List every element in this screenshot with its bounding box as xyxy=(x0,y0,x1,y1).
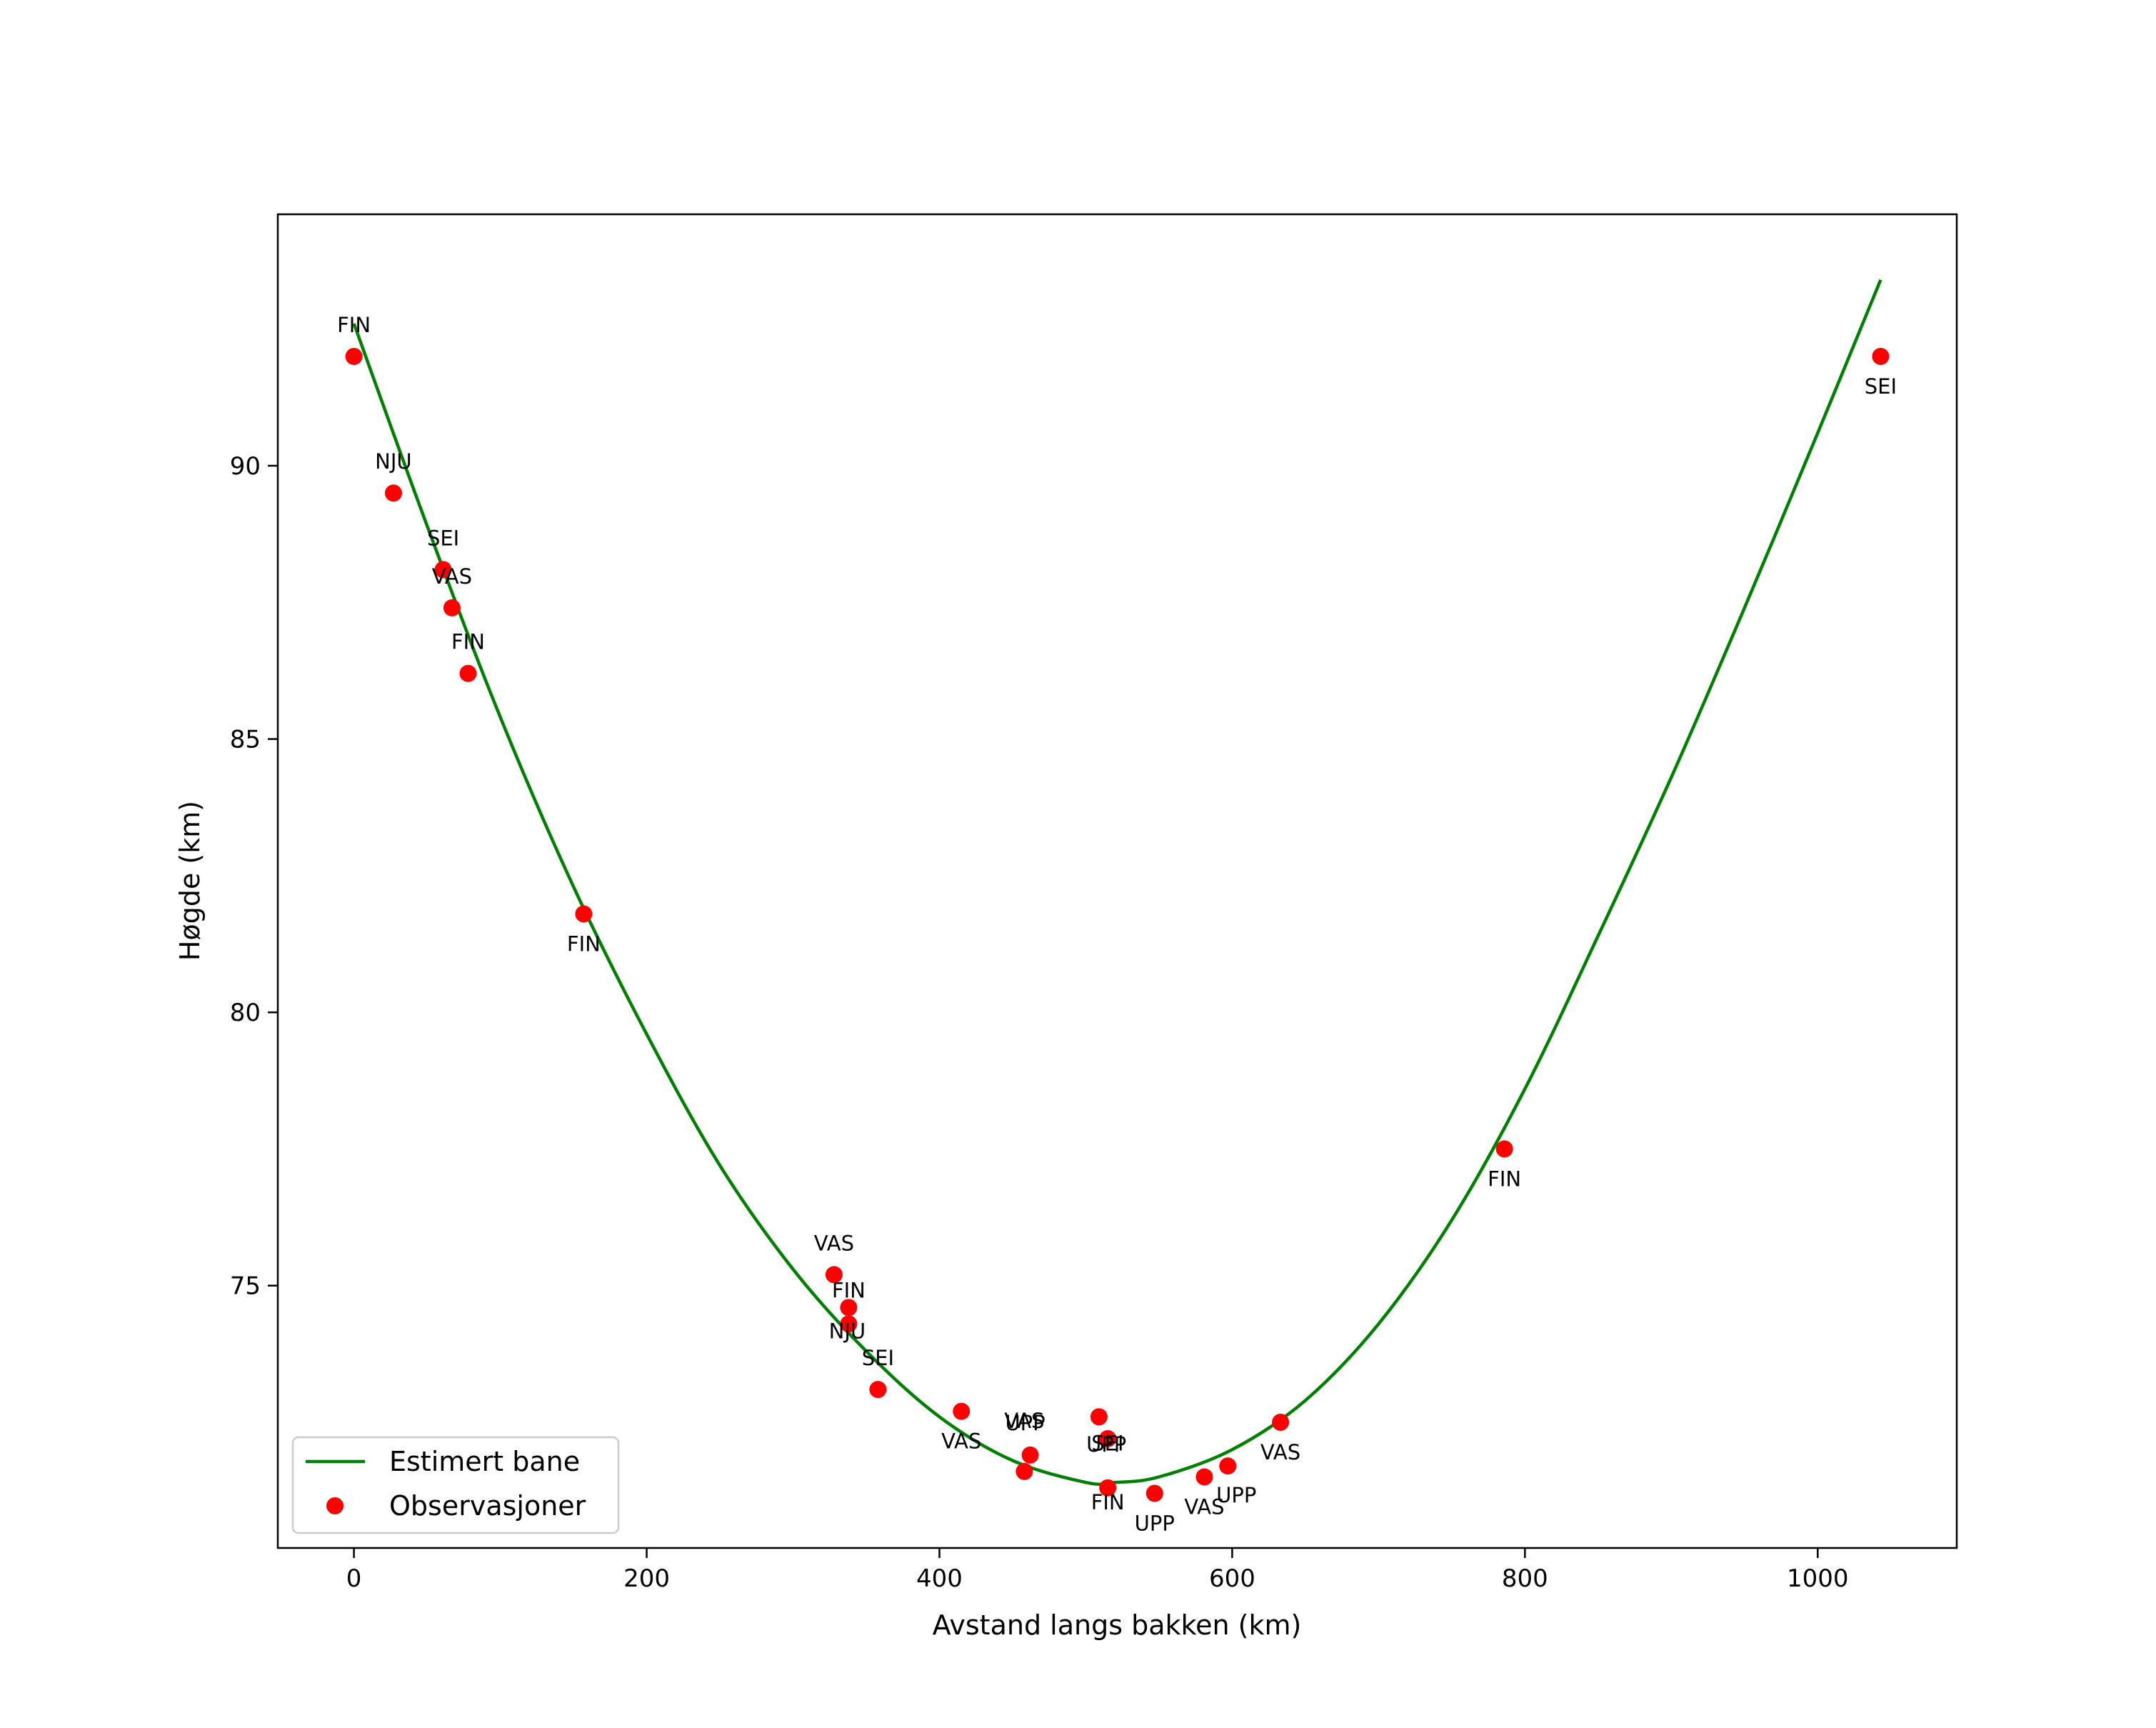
observation-point xyxy=(825,1266,843,1284)
legend-box xyxy=(291,1436,620,1534)
plot-frame xyxy=(276,213,1958,1549)
x-tick-label: 1000 xyxy=(1787,1564,1849,1593)
legend-marker-swatch xyxy=(326,1497,344,1514)
x-tick-label: 200 xyxy=(623,1564,670,1593)
observation-point xyxy=(345,347,363,365)
y-axis-label: Høgde (km) xyxy=(174,801,206,961)
y-tick-label: 80 xyxy=(230,999,261,1027)
y-tick-label: 90 xyxy=(230,452,261,481)
x-tick-label: 0 xyxy=(346,1564,362,1593)
observation-point xyxy=(1016,1462,1033,1480)
observation-point xyxy=(840,1299,858,1317)
x-tick-label: 800 xyxy=(1502,1564,1548,1593)
observation-point xyxy=(1090,1408,1108,1426)
observation-point xyxy=(1021,1446,1039,1464)
observation-point xyxy=(953,1402,971,1420)
observation-point xyxy=(1195,1468,1213,1486)
observation-label: FIN xyxy=(1091,1490,1125,1514)
line-layer xyxy=(352,279,1882,1487)
observation-point xyxy=(1099,1479,1117,1497)
observation-point xyxy=(869,1381,887,1399)
trajectory-line xyxy=(352,279,1882,1487)
observation-point xyxy=(1219,1457,1237,1475)
observation-label: SEI xyxy=(1091,1431,1123,1455)
observation-label: UPP xyxy=(1005,1411,1045,1435)
observation-label: VAS xyxy=(1004,1409,1044,1433)
y-tick-label: 85 xyxy=(230,726,261,754)
observation-point xyxy=(575,905,593,923)
point-layer xyxy=(345,347,1890,1502)
observation-point xyxy=(1495,1140,1513,1158)
observation-point xyxy=(459,664,477,682)
observation-label: UPP xyxy=(1135,1511,1175,1535)
observation-label: UPP xyxy=(1086,1432,1126,1457)
y-tick-label: 75 xyxy=(230,1272,261,1301)
observation-point xyxy=(1099,1429,1117,1447)
observation-label: FIN xyxy=(832,1278,866,1302)
observation-point xyxy=(840,1315,858,1333)
x-axis: 0 200 400 600 800 1000 xyxy=(346,1548,1849,1593)
observation-label: SEI xyxy=(427,526,459,550)
observation-point xyxy=(1272,1414,1290,1432)
x-tick-label: 600 xyxy=(1209,1564,1255,1593)
observation-label: FIN xyxy=(567,932,601,956)
observation-label: UPP xyxy=(1216,1483,1256,1507)
observation-label: NJU xyxy=(375,449,411,474)
legend-label-line: Estimert bane xyxy=(389,1446,580,1477)
observation-point xyxy=(434,561,452,579)
legend-label-points: Observasjoner xyxy=(389,1490,586,1522)
observation-label: FIN xyxy=(451,630,485,654)
observation-label: VAS xyxy=(814,1231,854,1255)
observation-label: VAS xyxy=(1184,1495,1224,1519)
observation-label: VAS xyxy=(432,564,472,589)
observation-label: VAS xyxy=(1260,1440,1300,1464)
observation-label: VAS xyxy=(941,1429,981,1454)
observation-label: NJU xyxy=(829,1319,866,1343)
x-tick-label: 400 xyxy=(916,1564,963,1593)
observation-label: FIN xyxy=(337,313,371,337)
observation-point xyxy=(384,484,402,502)
observation-label: FIN xyxy=(1488,1167,1521,1191)
observation-point xyxy=(1872,347,1890,365)
point-label-layer: FINNJUSEIVASFINFINVASFINNJUSEIVASVASUPPS… xyxy=(337,313,1897,1536)
observation-label: SEI xyxy=(862,1346,894,1370)
x-axis-label: Avstand langs bakken (km) xyxy=(933,1609,1302,1641)
observation-label: SEI xyxy=(1865,374,1897,399)
observation-point xyxy=(443,599,461,616)
legend: Estimert bane Observasjoner xyxy=(291,1436,620,1534)
y-axis: 75 80 85 90 xyxy=(230,452,278,1301)
observation-point xyxy=(1145,1484,1163,1502)
